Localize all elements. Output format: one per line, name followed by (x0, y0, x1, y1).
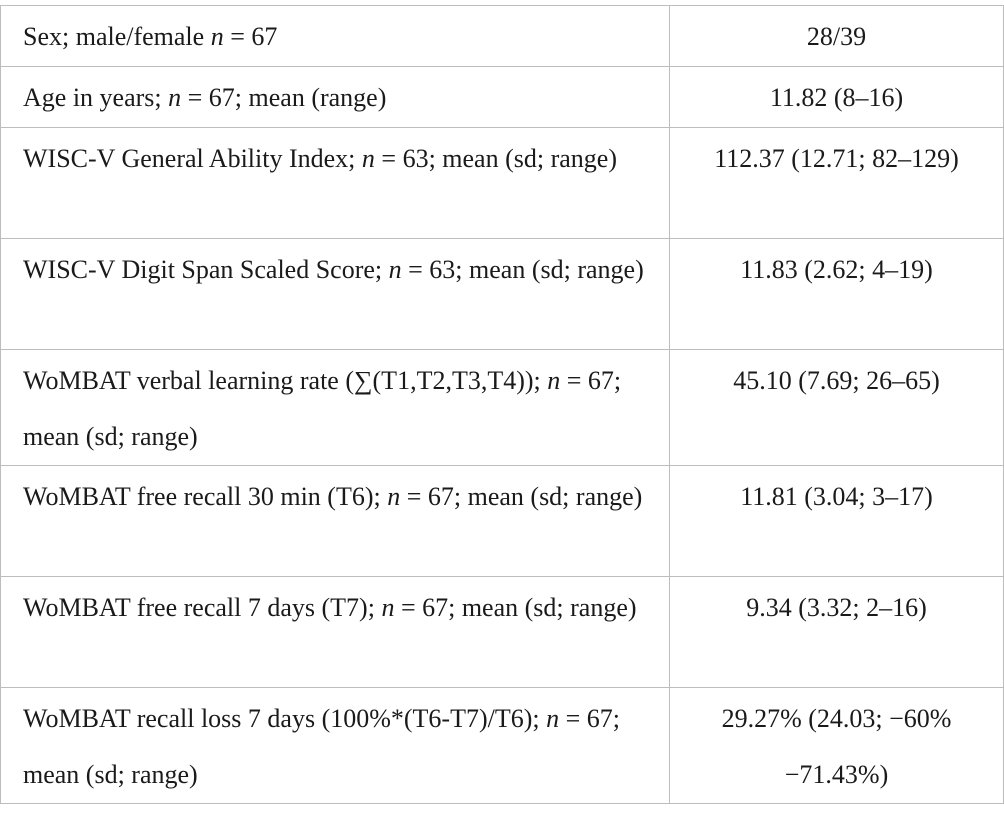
label-n: n (361, 144, 375, 173)
row-value: 28/39 (669, 5, 1004, 67)
label-text: = 67; mean (sd; range) (400, 482, 643, 511)
label-n: n (388, 255, 402, 284)
row-label: WoMBAT free recall 30 min (T6); n = 67; … (0, 465, 670, 577)
table-row-digit-span: WISC-V Digit Span Scaled Score; n = 63; … (0, 238, 1004, 350)
row-value: 9.34 (3.32; 2–16) (669, 576, 1004, 688)
label-text: WISC-V General Ability Index; (23, 144, 362, 173)
demographics-table: Sex; male/female n = 67 28/39 Age in yea… (0, 5, 1004, 804)
table-row-recall-30min: WoMBAT free recall 30 min (T6); n = 67; … (0, 465, 1004, 577)
table-row-recall-7days: WoMBAT free recall 7 days (T7); n = 67; … (0, 576, 1004, 688)
row-value: 11.81 (3.04; 3–17) (669, 465, 1004, 577)
label-text: Age in years; (23, 83, 169, 112)
label-n: n (387, 482, 401, 511)
row-value: 11.83 (2.62; 4–19) (669, 238, 1004, 350)
label-text: = 67; mean (sd; range) (23, 704, 621, 789)
row-value: 11.82 (8–16) (669, 66, 1004, 128)
label-text: = 67; mean (sd; range) (394, 593, 637, 622)
label-text: WoMBAT verbal learning rate (∑(T1,T2,T3,… (23, 366, 548, 395)
table-row-general-ability: WISC-V General Ability Index; n = 63; me… (0, 127, 1004, 239)
row-label: WoMBAT free recall 7 days (T7); n = 67; … (0, 576, 670, 688)
label-n: n (381, 593, 395, 622)
row-value: 29.27% (24.03; −60% −71.43%) (669, 687, 1004, 804)
label-text: Sex; male/female (23, 22, 211, 51)
label-n: n (546, 704, 560, 733)
label-n: n (210, 22, 224, 51)
row-label: WISC-V General Ability Index; n = 63; me… (0, 127, 670, 239)
row-label: WISC-V Digit Span Scaled Score; n = 63; … (0, 238, 670, 350)
row-value: 112.37 (12.71; 82–129) (669, 127, 1004, 239)
row-label: WoMBAT recall loss 7 days (100%*(T6-T7)/… (0, 687, 670, 804)
label-text: = 67 (223, 22, 278, 51)
table-row-learning-rate: WoMBAT verbal learning rate (∑(T1,T2,T3,… (0, 349, 1004, 466)
demographics-table-container: Sex; male/female n = 67 28/39 Age in yea… (0, 5, 1004, 804)
label-text: WoMBAT recall loss 7 days (100%*(T6-T7)/… (23, 704, 547, 733)
label-text: = 63; mean (sd; range) (374, 144, 617, 173)
table-row-age: Age in years; n = 67; mean (range) 11.82… (0, 66, 1004, 128)
row-value: 45.10 (7.69; 26–65) (669, 349, 1004, 466)
label-n: n (547, 366, 561, 395)
label-text: WISC-V Digit Span Scaled Score; (23, 255, 389, 284)
label-text: = 67; mean (sd; range) (23, 366, 622, 451)
row-label: Sex; male/female n = 67 (0, 5, 670, 67)
table-row-recall-loss: WoMBAT recall loss 7 days (100%*(T6-T7)/… (0, 687, 1004, 804)
label-text: = 67; mean (range) (181, 83, 387, 112)
label-text: WoMBAT free recall 30 min (T6); (23, 482, 388, 511)
label-text: WoMBAT free recall 7 days (T7); (23, 593, 382, 622)
row-label: WoMBAT verbal learning rate (∑(T1,T2,T3,… (0, 349, 670, 466)
table-row-sex: Sex; male/female n = 67 28/39 (0, 5, 1004, 67)
row-label: Age in years; n = 67; mean (range) (0, 66, 670, 128)
label-n: n (168, 83, 182, 112)
label-text: = 63; mean (sd; range) (401, 255, 644, 284)
